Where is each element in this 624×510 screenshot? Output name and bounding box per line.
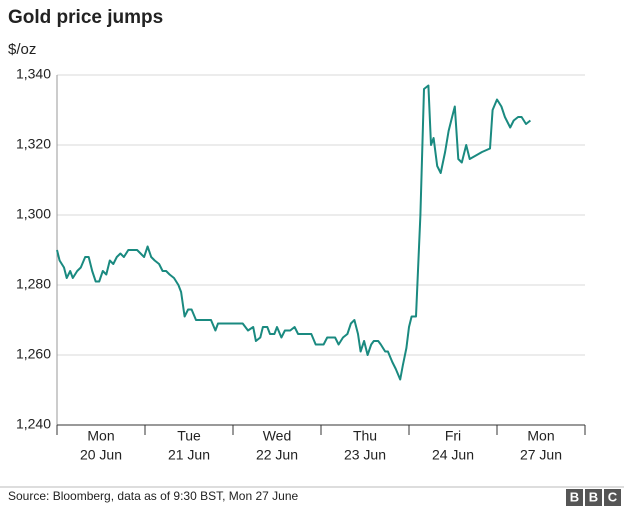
logo-letter: B <box>570 489 579 504</box>
x-tick-label: Mon <box>87 428 114 444</box>
price-line <box>56 84 532 381</box>
source: Source: Bloomberg, data as of 9:30 BST, … <box>8 489 299 503</box>
x-tick-label: 21 Jun <box>168 447 210 463</box>
x-tick-label: Mon <box>527 428 554 444</box>
y-tick-label: 1,300 <box>16 206 51 222</box>
y-tick-label: 1,320 <box>16 136 51 152</box>
x-tick-label: 27 Jun <box>520 447 562 463</box>
x-tick-label: Wed <box>263 428 292 444</box>
chart-title: Gold price jumps <box>8 7 163 28</box>
y-tick-label: 1,340 <box>16 66 51 82</box>
y-tick-label: 1,260 <box>16 346 51 362</box>
x-tick-label: Thu <box>353 428 377 444</box>
y-tick-label: 1,280 <box>16 276 51 292</box>
x-tick-label: 23 Jun <box>344 447 386 463</box>
logo-block <box>566 489 583 506</box>
y-axis-label: $/oz <box>8 41 36 58</box>
x-tick-label: 22 Jun <box>256 447 298 463</box>
logo-letter: C <box>608 489 618 504</box>
x-tick-label: 20 Jun <box>80 447 122 463</box>
logo-block <box>604 489 621 506</box>
y-tick-label: 1,240 <box>16 416 51 432</box>
logo-block <box>585 489 602 506</box>
logo-letter: B <box>589 489 598 504</box>
x-tick-label: Fri <box>445 428 461 444</box>
x-tick-label: 24 Jun <box>432 447 474 463</box>
x-tick-label: Tue <box>177 428 201 444</box>
